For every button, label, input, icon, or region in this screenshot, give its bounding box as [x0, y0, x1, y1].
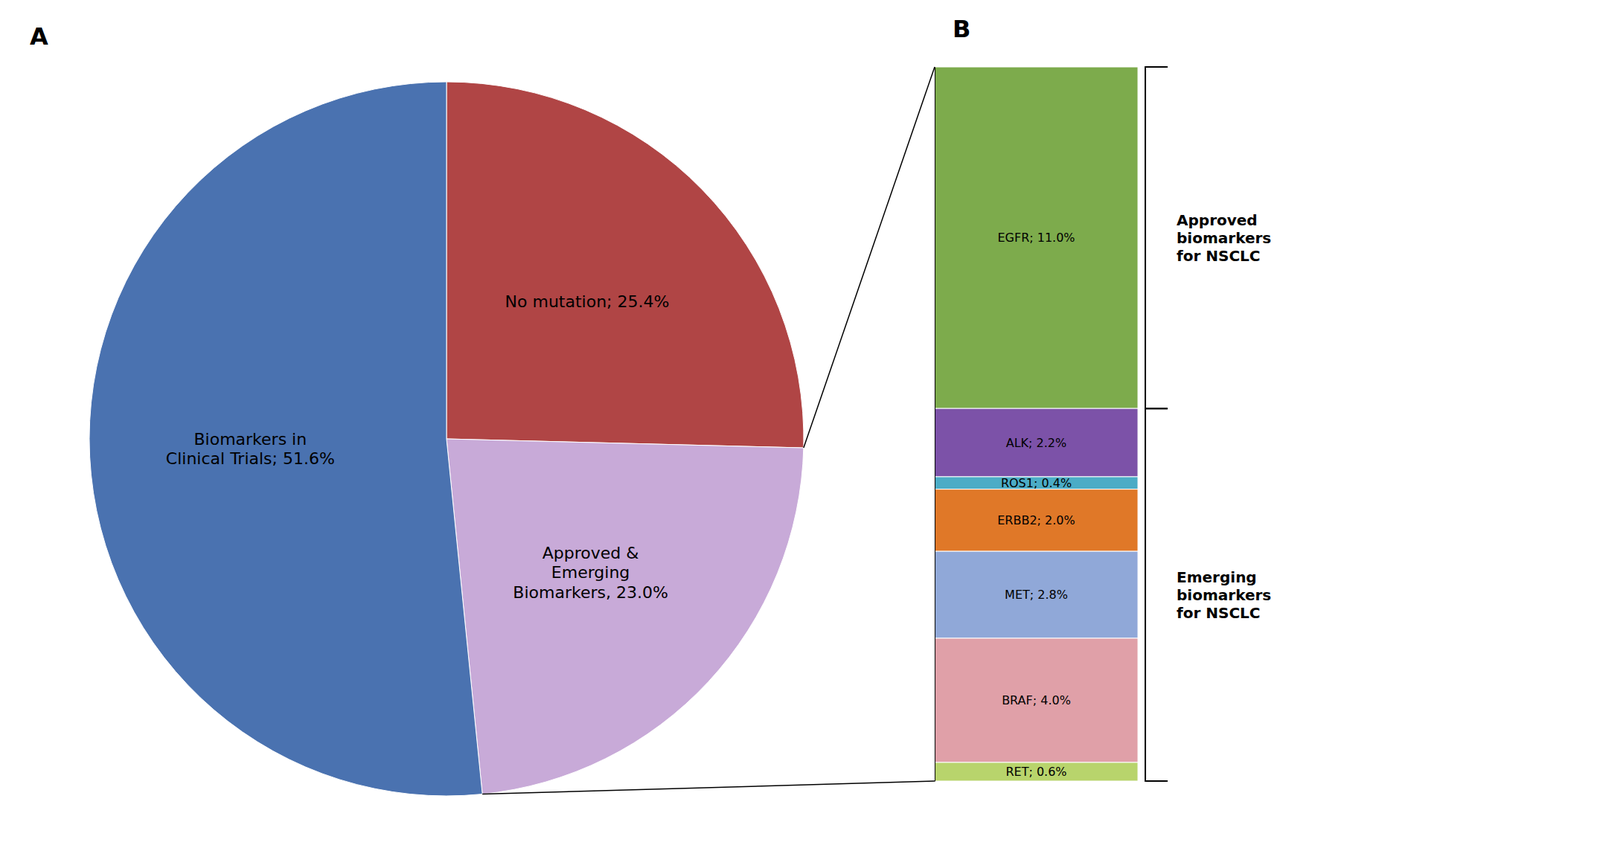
y-axis-line — [934, 67, 936, 783]
bar-segment — [934, 551, 1138, 639]
text-line: biomarkers — [1176, 229, 1272, 248]
bar-segment — [934, 66, 1138, 409]
pie-label: No mutation; 25.4% — [505, 292, 670, 312]
connector — [803, 66, 935, 448]
bar-labels: EGFR; 11.0% ALK; 2.2% ROS1; 0.4% ERBB2; 2.0… — [997, 230, 1075, 780]
text-line: Approved — [1176, 211, 1258, 230]
bar-segment — [934, 489, 1138, 552]
bar-label: MET; 2.8% — [1004, 587, 1068, 603]
y-axis — [934, 67, 936, 783]
text-line: Clinical Trials; 51.6% — [165, 449, 335, 469]
bar-segments — [934, 66, 1138, 782]
bracket-label: Approvedbiomarkersfor NSCLC — [1176, 211, 1272, 265]
bar-label: RET; 0.6% — [1005, 765, 1067, 780]
bar-label: ERBB2; 2.0% — [997, 513, 1075, 528]
bar-label: EGFR; 11.0% — [997, 230, 1075, 245]
bracket — [1145, 66, 1168, 409]
text-line: No mutation; 25.4% — [505, 292, 670, 312]
brackets: Approvedbiomarkersfor NSCLCEmergingbioma… — [1145, 66, 1272, 782]
bar-label: BRAF; 4.0% — [1001, 693, 1071, 708]
text-line: Biomarkers, 23.0% — [512, 583, 669, 603]
text-line: Emerging — [551, 563, 631, 582]
pie-label: Biomarkers inClinical Trials; 51.6% — [165, 430, 335, 469]
pie-slice — [89, 81, 483, 797]
pie — [89, 81, 804, 797]
bracket-label: Emergingbiomarkersfor NSCLC — [1176, 568, 1272, 623]
connector — [482, 781, 935, 795]
bracket — [1145, 408, 1168, 782]
text-line: Emerging — [1176, 568, 1257, 587]
pie-label: Approved &EmergingBiomarkers, 23.0% — [512, 544, 669, 603]
text-line: Biomarkers in — [193, 430, 307, 449]
pie-slices — [89, 81, 804, 797]
bar-segment — [934, 638, 1138, 763]
text-line: for NSCLC — [1176, 604, 1261, 623]
pie-slice — [446, 439, 804, 795]
panel-label: A — [29, 22, 49, 51]
text-line: for NSCLC — [1176, 247, 1261, 265]
connectors — [482, 66, 935, 795]
bar-label: ROS1; 0.4% — [1000, 476, 1072, 491]
chart: ANo mutation; 25.4%Approved &EmergingBio… — [0, 0, 1600, 848]
bar-label: ALK; 2.2% — [1006, 436, 1067, 451]
bar-segment — [934, 762, 1138, 782]
pie-labels: No mutation; 25.4%Approved &EmergingBiom… — [165, 292, 670, 602]
text-line: Approved & — [542, 544, 640, 563]
bar-segment — [934, 408, 1138, 478]
text-line: biomarkers — [1176, 586, 1272, 605]
panel-label: B — [952, 14, 971, 44]
pie-slice — [446, 81, 804, 448]
